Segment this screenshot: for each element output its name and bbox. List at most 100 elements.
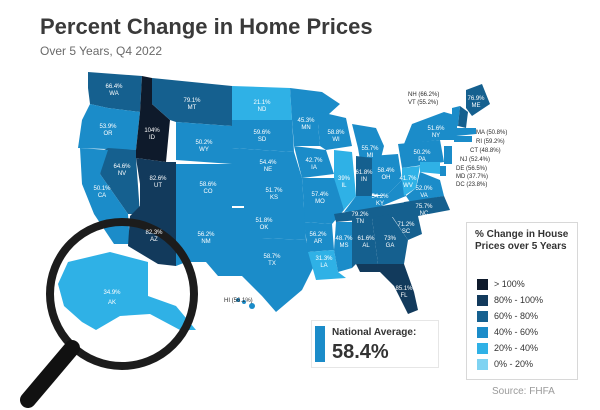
label-ne-abbr: NE [264, 167, 272, 173]
state-co [176, 164, 244, 206]
state-ga [372, 214, 408, 264]
label-nv-abbr: NV [118, 171, 126, 177]
label-wi-abbr: WI [332, 137, 340, 143]
label-me-value: 76.9% [467, 96, 485, 102]
label-nc-value: 75.7% [415, 204, 433, 210]
magnifier-lens [46, 218, 198, 370]
state-wa [88, 72, 142, 112]
map-subtitle: Over 5 Years, Q4 2022 [40, 44, 163, 58]
state-mt [152, 78, 232, 126]
label-ny-abbr: NY [432, 133, 440, 139]
callout-hi: HI (56.1%) [224, 298, 253, 304]
state-la [308, 250, 346, 280]
national-average-box: National Average: 58.4% [311, 320, 439, 368]
label-ms-abbr: MS [340, 243, 349, 249]
state-nv [100, 148, 140, 214]
label-ia-abbr: IA [311, 165, 317, 171]
label-mt-value: 79.1% [183, 98, 201, 104]
national-average-value: 58.4% [332, 341, 389, 363]
state-ks [244, 178, 304, 208]
state-nc [396, 196, 450, 218]
state-nh [458, 106, 468, 128]
state-il [334, 150, 356, 210]
legend-label: > 100% [494, 279, 525, 289]
label-fl-abbr: FL [400, 293, 408, 299]
legend-label: 60% - 80% [494, 311, 539, 321]
label-va-abbr: VA [420, 193, 428, 199]
legend-swatch [477, 327, 488, 338]
state-hi-b [242, 300, 246, 304]
callout-md: MD (37.7%) [456, 174, 489, 180]
callout-nj: NJ (52.4%) [460, 157, 491, 163]
legend-swatch [477, 343, 488, 354]
national-average-label: National Average: [332, 327, 417, 338]
state-ak [58, 252, 196, 330]
label-co-abbr: CO [204, 189, 213, 195]
legend-swatch [477, 311, 488, 322]
label-or-value: 53.9% [99, 124, 117, 130]
label-ks-abbr: KS [270, 195, 278, 201]
label-tx-value: 58.7% [263, 254, 281, 260]
state-mn [290, 88, 340, 146]
callout-dc: DC (23.8%) [456, 182, 488, 188]
label-ne-value: 54.4% [259, 160, 277, 166]
legend-swatch [477, 295, 488, 306]
label-ca-abbr: CA [98, 193, 106, 199]
state-ct [454, 136, 466, 142]
label-ny-value: 51.6% [427, 126, 445, 132]
state-va [406, 172, 444, 202]
label-oh-value: 58.4% [377, 168, 395, 174]
state-ma [456, 128, 476, 136]
label-nc-abbr: NC [420, 211, 429, 217]
label-pa-value: 50.2% [413, 150, 431, 156]
state-or [78, 104, 140, 150]
label-ga-abbr: GA [386, 243, 395, 249]
state-wy [176, 122, 232, 164]
state-id [136, 76, 170, 162]
label-ms-value: 48.7% [335, 236, 353, 242]
label-pa-abbr: PA [418, 157, 426, 163]
label-in-abbr: IN [361, 177, 367, 183]
label-wa-abbr: WA [109, 91, 118, 97]
state-mo [302, 178, 344, 224]
state-de [440, 166, 446, 176]
label-id-value: 104% [144, 128, 160, 134]
state-ne [232, 148, 302, 178]
label-az-value: 82.3% [145, 230, 163, 236]
label-nm-value: 56.2% [197, 232, 215, 238]
label-mn-value: 45.3% [297, 118, 315, 124]
label-nd-abbr: ND [258, 107, 267, 113]
state-sd [232, 120, 294, 152]
legend-swatch [477, 279, 488, 290]
state-wi [318, 112, 352, 150]
callout-ri: RI (59.2%) [476, 139, 505, 145]
state-ut [136, 158, 176, 206]
label-co-value: 58.6% [199, 182, 217, 188]
state-ny [404, 112, 458, 144]
state-sc [392, 216, 422, 240]
label-sc-abbr: SC [402, 229, 411, 235]
state-ar [304, 222, 334, 252]
label-az-abbr: AZ [150, 237, 158, 243]
label-wi-value: 58.8% [327, 130, 345, 136]
state-nj [444, 146, 452, 164]
label-mn-abbr: MN [301, 125, 310, 131]
label-wy-abbr: WY [199, 147, 209, 153]
national-average-bar [315, 326, 325, 362]
state-ms [334, 222, 352, 272]
state-nd [232, 86, 292, 120]
label-ia-value: 42.7% [305, 158, 323, 164]
label-ut-abbr: UT [154, 183, 162, 189]
label-ca-value: 50.1% [93, 186, 111, 192]
state-pa [398, 140, 444, 168]
label-sd-value: 59.6% [253, 130, 271, 136]
legend-swatch [477, 359, 488, 370]
callout-ma: MA (50.8%) [476, 130, 508, 136]
magnifier-handle [20, 340, 80, 408]
label-mo-value: 57.4% [311, 192, 329, 198]
label-ak-abbr: AK [108, 300, 116, 306]
map-title: Percent Change in Home Prices [40, 14, 373, 39]
legend-label: 20% - 40% [494, 343, 539, 353]
